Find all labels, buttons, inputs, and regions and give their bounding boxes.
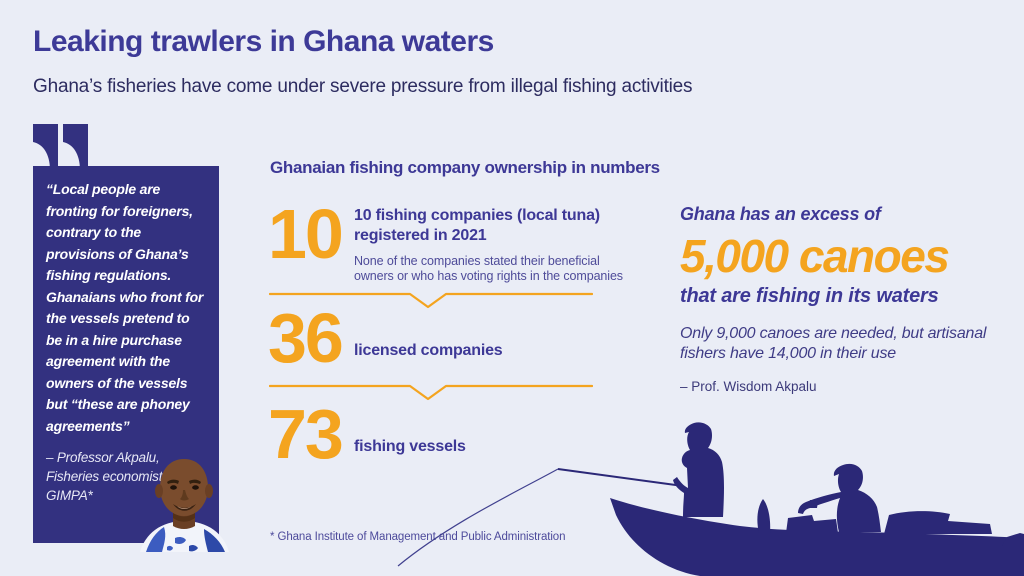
stat-note: None of the companies stated their benef…: [354, 254, 623, 283]
canoes-intro: Ghana has an excess of: [680, 204, 881, 224]
stat-value-licensed-companies: 36: [268, 299, 344, 377]
canoes-subline: that are fishing in its waters: [680, 285, 939, 307]
fishing-rod: [557, 468, 684, 487]
footnote: * Ghana Institute of Management and Publ…: [270, 531, 566, 543]
stats-heading: Ghanaian fishing company ownership in nu…: [270, 158, 660, 177]
stat-label: fishing vessels: [354, 438, 466, 455]
canoes-panel: Ghana has an excess of 5,000 canoes that…: [680, 204, 1000, 394]
quote-text: “Local people are fronting for foreigner…: [46, 181, 204, 434]
fishing-line: [397, 468, 559, 567]
canoes-detail: Only 9,000 canoes are needed, but artisa…: [680, 325, 987, 362]
quote-icon: [33, 124, 91, 175]
page-subtitle: Ghana’s fisheries have come under severe…: [33, 76, 693, 97]
professor-photo: [137, 452, 232, 557]
stat-desc-companies-registered: 10 fishing companies (local tuna) regist…: [354, 206, 634, 284]
canoes-headline: 5,000 canoes: [680, 230, 950, 282]
canoes-attribution: – Prof. Wisdom Akpalu: [680, 379, 817, 394]
quote-attribution: – Professor Akpalu, Fisheries economist,…: [46, 450, 166, 503]
stat-label: 10 fishing companies (local tuna) regist…: [354, 207, 600, 244]
chevron-divider-icon: [268, 292, 594, 315]
stat-value-companies-registered: 10: [268, 195, 344, 273]
stat-value-fishing-vessels: 73: [268, 395, 344, 473]
page-title: Leaking trawlers in Ghana waters: [33, 25, 494, 58]
chevron-divider-icon: [268, 384, 594, 407]
stat-label: licensed companies: [354, 342, 503, 359]
